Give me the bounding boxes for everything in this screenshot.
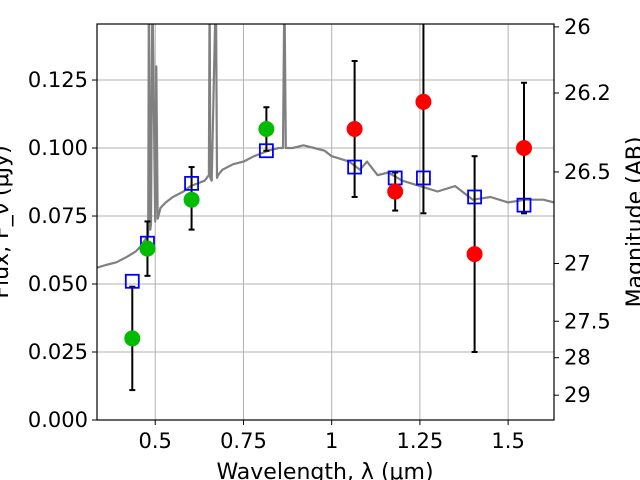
red-point bbox=[516, 140, 533, 157]
y2-tick-label: 26 bbox=[564, 15, 591, 39]
detection-point bbox=[183, 191, 200, 208]
x-tick-label: 1.25 bbox=[397, 429, 444, 453]
model-box-marker bbox=[184, 175, 199, 191]
y2-tick-label: 29 bbox=[564, 383, 591, 407]
y-tick-label: 0.075 bbox=[28, 204, 88, 228]
spectrum-line bbox=[97, 24, 554, 269]
y2-tick-label: 27.5 bbox=[564, 309, 611, 333]
model-box-marker bbox=[258, 143, 274, 159]
model-box-marker bbox=[416, 170, 431, 186]
red-point bbox=[415, 93, 432, 110]
red-point bbox=[387, 183, 404, 200]
model-box-marker bbox=[516, 197, 532, 213]
y-axis-ticks: 0.000 0.025 0.050 0.075 0.100 0.125 bbox=[28, 68, 97, 432]
red-point bbox=[346, 120, 363, 137]
detection-point bbox=[258, 120, 275, 137]
detection-point bbox=[139, 240, 156, 257]
y2-tick-label: 27 bbox=[564, 251, 591, 275]
spectrum-layer bbox=[97, 24, 554, 269]
x-axis-ticks: 0.5 0.75 1 1.25 1.5 bbox=[139, 420, 525, 453]
y-axis-label: Flux, F_ν (μJy) bbox=[0, 145, 14, 298]
y2-axis-label: Magnitude (AB) bbox=[623, 137, 640, 308]
y-tick-label: 0.025 bbox=[28, 340, 88, 364]
model-box-marker bbox=[467, 189, 482, 205]
x-tick-label: 1 bbox=[325, 429, 338, 453]
y-tick-label: 0.050 bbox=[28, 272, 88, 296]
model-box-marker bbox=[124, 273, 140, 289]
red-point bbox=[466, 246, 483, 263]
detection-point bbox=[124, 330, 141, 347]
plot-background bbox=[97, 24, 554, 420]
x-tick-label: 0.5 bbox=[139, 429, 172, 453]
y2-tick-label: 26.2 bbox=[564, 81, 611, 105]
marker-layer bbox=[124, 93, 533, 347]
y2-tick-label: 26.5 bbox=[564, 160, 611, 184]
x-tick-label: 1.5 bbox=[491, 429, 524, 453]
y-tick-label: 0.100 bbox=[28, 136, 88, 160]
x-axis-label: Wavelength, λ (μm) bbox=[216, 460, 433, 480]
x-tick-label: 0.75 bbox=[220, 429, 267, 453]
y-tick-label: 0.125 bbox=[28, 68, 88, 92]
model-box-marker bbox=[347, 159, 363, 175]
plot-frame bbox=[96, 23, 555, 421]
y2-tick-label: 28 bbox=[564, 346, 591, 370]
y-tick-label: 0.000 bbox=[28, 408, 88, 432]
y2-axis-ticks: 26 26.2 26.5 27 27.5 28 29 bbox=[554, 15, 611, 407]
